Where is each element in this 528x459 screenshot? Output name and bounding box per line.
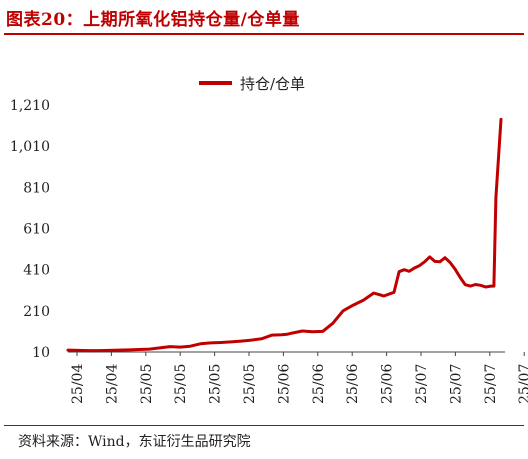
figure-title: 图表20：上期所氧化铝持仓量/仓单量 bbox=[6, 10, 300, 30]
x-tick-label: 25/07 bbox=[414, 364, 430, 404]
y-tick-label: 410 bbox=[23, 263, 50, 279]
x-tick-label: 25/06 bbox=[345, 364, 361, 404]
y-tick-label: 10 bbox=[32, 345, 50, 361]
x-tick-label: 25/07 bbox=[448, 364, 464, 404]
x-tick-label: 25/06 bbox=[311, 364, 327, 404]
x-tick-label: 25/05 bbox=[242, 364, 258, 404]
y-tick-label: 610 bbox=[23, 222, 50, 238]
x-tick-label: 25/06 bbox=[276, 364, 292, 404]
x-tick-label: 25/05 bbox=[139, 364, 155, 404]
x-tick-label: 25/07 bbox=[517, 364, 528, 404]
x-tick-label: 25/05 bbox=[173, 364, 189, 404]
source-note: 资料来源：Wind，东证衍生品研究院 bbox=[18, 434, 251, 450]
title-divider bbox=[4, 33, 524, 35]
y-tick-label: 1,010 bbox=[10, 139, 50, 155]
x-tick-label: 25/05 bbox=[208, 364, 224, 404]
y-axis-ticks: 10 210 410 610 810 1,010 1,210 bbox=[10, 98, 50, 361]
legend-label: 持仓/仓单 bbox=[240, 75, 305, 93]
x-tick-label: 25/04 bbox=[70, 364, 86, 404]
y-tick-label: 210 bbox=[23, 304, 50, 320]
series-line-holding-to-warrant bbox=[66, 117, 503, 353]
x-tick-label: 25/07 bbox=[483, 364, 499, 404]
y-tick-label: 1,210 bbox=[10, 98, 50, 114]
chart-legend: 持仓/仓单 bbox=[199, 75, 305, 93]
x-tick-label: 25/06 bbox=[380, 364, 396, 404]
x-tick-label: 25/04 bbox=[104, 364, 120, 404]
source-divider bbox=[4, 425, 524, 426]
x-axis-ticks: 25/04 25/04 25/05 25/05 25/05 25/05 25/06 25/06… bbox=[70, 352, 528, 404]
y-tick-label: 810 bbox=[23, 180, 50, 196]
